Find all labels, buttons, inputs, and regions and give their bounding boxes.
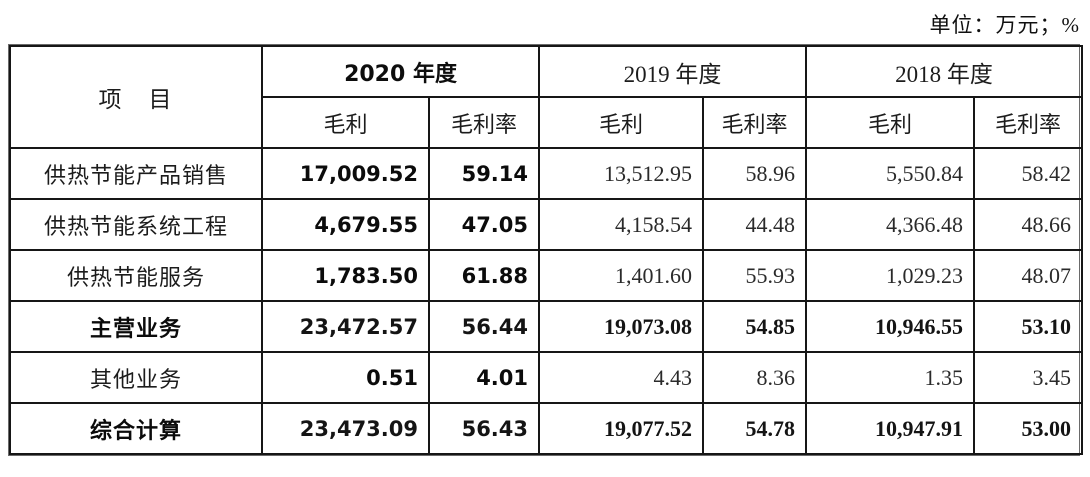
table-row: 供热节能系统工程 4,679.55 47.05 4,158.54 44.48 4… xyxy=(9,198,1084,251)
cell-gross-margin-2018: 53.00 xyxy=(973,402,1084,455)
column-header-gross-profit-2020: 毛利 xyxy=(261,96,430,149)
row-label: 供热节能系统工程 xyxy=(9,198,263,251)
column-header-gross-margin-2020: 毛利率 xyxy=(427,96,541,149)
column-header-gross-profit-2019: 毛利 xyxy=(538,96,705,149)
cell-gross-margin-2019: 58.96 xyxy=(702,147,808,200)
cell-gross-margin-2019: 8.36 xyxy=(702,351,808,404)
cell-gross-margin-2018: 48.66 xyxy=(973,198,1084,251)
column-header-gross-margin-2018: 毛利率 xyxy=(973,96,1084,149)
cell-gross-profit-2019: 1,401.60 xyxy=(538,249,705,302)
cell-gross-margin-2020: 61.88 xyxy=(427,249,541,302)
cell-gross-profit-2020: 17,009.52 xyxy=(261,147,430,200)
cell-gross-profit-2019: 19,073.08 xyxy=(538,300,705,353)
cell-gross-profit-2018: 1.35 xyxy=(805,351,976,404)
column-header-year-2018: 2018 年度 xyxy=(805,45,1084,98)
cell-gross-profit-2019: 4.43 xyxy=(538,351,705,404)
table-row-main-business: 主营业务 23,472.57 56.44 19,073.08 54.85 10,… xyxy=(9,300,1084,353)
cell-gross-margin-2020: 4.01 xyxy=(427,351,541,404)
column-header-year-2019: 2019 年度 xyxy=(538,45,808,98)
cell-gross-profit-2019: 19,077.52 xyxy=(538,402,705,455)
cell-gross-profit-2019: 13,512.95 xyxy=(538,147,705,200)
cell-gross-margin-2018: 48.07 xyxy=(973,249,1084,302)
column-header-gross-margin-2019: 毛利率 xyxy=(702,96,808,149)
cell-gross-margin-2019: 44.48 xyxy=(702,198,808,251)
table-outer-border: 项 目 2020 年度 2019 年度 2018 年度 毛利 毛利率 毛利 毛利… xyxy=(8,44,1084,456)
cell-gross-profit-2020: 4,679.55 xyxy=(261,198,430,251)
column-header-year-2020: 2020 年度 xyxy=(260,45,541,98)
table-row-combined-total: 综合计算 23,473.09 56.43 19,077.52 54.78 10,… xyxy=(9,402,1084,455)
cell-gross-margin-2020: 56.43 xyxy=(427,402,541,455)
header-row-years: 项 目 2020 年度 2019 年度 2018 年度 xyxy=(9,45,1084,149)
row-label: 供热节能产品销售 xyxy=(9,147,263,200)
table-body: 供热节能产品销售 17,009.52 59.14 13,512.95 58.96… xyxy=(9,147,1084,455)
cell-gross-profit-2020: 23,472.57 xyxy=(261,300,430,353)
cell-gross-margin-2018: 58.42 xyxy=(973,147,1084,200)
cell-gross-margin-2019: 55.93 xyxy=(702,249,808,302)
cell-gross-margin-2019: 54.85 xyxy=(702,300,808,353)
header-row-subcolumns: 毛利 毛利率 毛利 毛利率 毛利 毛利率 xyxy=(10,96,1084,149)
cell-gross-profit-2020: 0.51 xyxy=(261,351,430,404)
cell-gross-margin-2018: 53.10 xyxy=(973,300,1084,353)
cell-gross-profit-2020: 1,783.50 xyxy=(261,249,430,302)
row-label: 主营业务 xyxy=(9,300,263,353)
cell-gross-profit-2018: 5,550.84 xyxy=(805,147,976,200)
row-label: 综合计算 xyxy=(9,402,263,455)
column-header-gross-profit-2018: 毛利 xyxy=(805,96,976,149)
cell-gross-margin-2020: 47.05 xyxy=(427,198,541,251)
table-row: 其他业务 0.51 4.01 4.43 8.36 1.35 3.45 xyxy=(9,351,1084,404)
cell-gross-profit-2019: 4,158.54 xyxy=(538,198,705,251)
cell-gross-profit-2018: 4,366.48 xyxy=(805,198,976,251)
table-header: 项 目 2020 年度 2019 年度 2018 年度 毛利 毛利率 毛利 毛利… xyxy=(9,45,1084,149)
cell-gross-profit-2018: 10,946.55 xyxy=(805,300,976,353)
column-header-item: 项 目 xyxy=(9,45,263,149)
unit-label: 单位：万元；% xyxy=(929,13,1080,37)
cell-gross-margin-2020: 56.44 xyxy=(427,300,541,353)
cell-gross-margin-2019: 54.78 xyxy=(702,402,808,455)
cell-gross-profit-2018: 10,947.91 xyxy=(805,402,976,455)
cell-gross-margin-2018: 3.45 xyxy=(973,351,1084,404)
cell-gross-profit-2020: 23,473.09 xyxy=(261,402,430,455)
document-page: 单位：万元；% 项 目 2020 年度 2019 年度 2018 年度 xyxy=(8,13,1084,456)
row-label: 其他业务 xyxy=(9,351,263,404)
table-row: 供热节能产品销售 17,009.52 59.14 13,512.95 58.96… xyxy=(9,147,1084,200)
cell-gross-profit-2018: 1,029.23 xyxy=(805,249,976,302)
table-row: 供热节能服务 1,783.50 61.88 1,401.60 55.93 1,0… xyxy=(9,249,1084,302)
cell-gross-margin-2020: 59.14 xyxy=(427,147,541,200)
row-label: 供热节能服务 xyxy=(9,249,263,302)
gross-profit-margin-table: 项 目 2020 年度 2019 年度 2018 年度 毛利 毛利率 毛利 毛利… xyxy=(9,45,1084,455)
